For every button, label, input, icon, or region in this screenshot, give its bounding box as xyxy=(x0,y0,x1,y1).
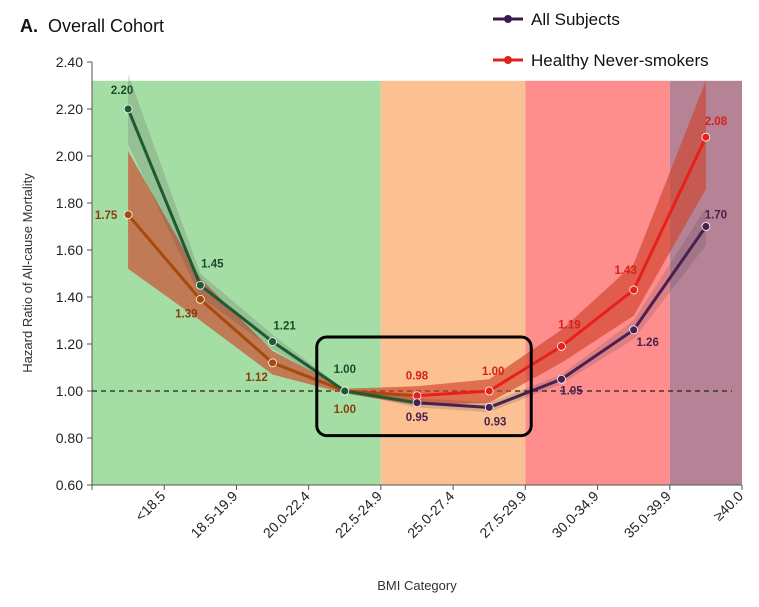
point-all-subjects-5 xyxy=(484,403,494,412)
background-band-0 xyxy=(92,80,381,486)
x-tick-label: ≥40.0 xyxy=(710,488,746,524)
data-label-all-subjects-2: 1.21 xyxy=(273,321,296,333)
x-tick-label: 20.0-22.4 xyxy=(260,488,313,541)
point-healthy-never-smokers-5 xyxy=(484,386,494,396)
point-all-subjects-4 xyxy=(412,398,422,408)
y-tick-label: 0.60 xyxy=(56,477,83,493)
point-all-subjects-6 xyxy=(557,374,566,384)
y-tick-label: 2.00 xyxy=(56,148,83,164)
data-label-all-subjects-5: 0.93 xyxy=(484,416,506,428)
x-tick-label: 25.0-27.4 xyxy=(404,488,457,541)
y-tick-label: 1.60 xyxy=(56,242,83,258)
point-healthy-never-smokers-0 xyxy=(123,210,133,220)
point-all-subjects-8 xyxy=(701,222,711,231)
legend-label-healthy-never-smokers: Healthy Never-smokers xyxy=(531,51,709,70)
legend-marker-all-subjects xyxy=(504,15,512,23)
y-tick-label: 1.20 xyxy=(56,336,83,352)
data-label-all-subjects-3: 1.00 xyxy=(334,364,356,376)
x-axis-title: BMI Category xyxy=(377,578,457,593)
series-lines xyxy=(123,104,711,412)
y-tick-label: 2.20 xyxy=(56,101,83,117)
y-tick-label: 1.80 xyxy=(56,195,83,211)
data-label-healthy-never-smokers-2: 1.12 xyxy=(245,372,267,384)
legend-marker-healthy-never-smokers xyxy=(504,56,512,64)
title-text: Overall Cohort xyxy=(48,16,164,36)
data-label-healthy-never-smokers-4: 0.98 xyxy=(406,371,429,383)
data-label-all-subjects-6: 1.05 xyxy=(560,385,583,397)
point-healthy-never-smokers-6 xyxy=(557,341,566,351)
background-bands xyxy=(92,80,742,486)
y-axis-title: Hazard Ratio of All-cause Mortality xyxy=(20,173,35,373)
point-all-subjects-7 xyxy=(629,325,639,335)
chart-title: A. Overall Cohort xyxy=(20,16,164,36)
data-label-all-subjects-1: 1.45 xyxy=(201,258,224,270)
highlight-box-rect xyxy=(315,335,533,438)
background-band-1 xyxy=(380,80,526,486)
point-healthy-never-smokers-8 xyxy=(701,132,711,142)
data-label-healthy-never-smokers-6: 1.19 xyxy=(558,319,580,331)
point-all-subjects-2 xyxy=(268,337,277,347)
point-healthy-never-smokers-7 xyxy=(629,285,639,295)
data-label-all-subjects-8: 1.70 xyxy=(705,210,727,222)
legend-label-all-subjects: All Subjects xyxy=(531,10,620,29)
data-label-healthy-never-smokers-5: 1.00 xyxy=(482,366,504,378)
y-tick-label: 1.00 xyxy=(56,383,83,399)
point-all-subjects-3 xyxy=(340,386,350,396)
x-tick-label: 18.5-19.9 xyxy=(187,488,240,541)
background-band-3 xyxy=(669,80,742,486)
y-tick-label: 2.40 xyxy=(56,54,83,70)
legend: All Subjects Healthy Never-smokers xyxy=(493,10,709,70)
highlight-box xyxy=(315,335,533,438)
data-label-healthy-never-smokers-0: 1.75 xyxy=(95,210,118,222)
data-label-healthy-never-smokers-1: 1.39 xyxy=(175,308,197,320)
point-healthy-never-smokers-1 xyxy=(195,294,205,304)
point-all-subjects-0 xyxy=(123,104,133,114)
x-tick-label: 27.5-29.9 xyxy=(476,488,529,541)
point-healthy-never-smokers-2 xyxy=(268,358,277,368)
y-tick-label: 0.80 xyxy=(56,430,83,446)
data-label-healthy-never-smokers-8: 2.08 xyxy=(705,116,728,128)
point-all-subjects-1 xyxy=(195,280,205,290)
data-label-all-subjects-7: 1.26 xyxy=(636,337,658,349)
x-tick-label: 22.5-24.9 xyxy=(332,488,385,541)
data-label-healthy-never-smokers-3: 1.00 xyxy=(334,404,356,416)
data-labels: 2.20 1.45 1.21 1.00 0.95 0.93 1.05 1.26 1.70 1.75… xyxy=(95,85,728,428)
x-tick-label: <18.5 xyxy=(132,488,169,525)
background-band-2 xyxy=(525,80,670,486)
x-tick-label: 30.0-34.9 xyxy=(549,488,602,541)
x-tick-label: 35.0-39.9 xyxy=(621,488,674,541)
data-label-all-subjects-4: 0.95 xyxy=(406,412,429,424)
data-label-all-subjects-0: 2.20 xyxy=(111,85,133,97)
y-tick-label: 1.40 xyxy=(56,289,83,305)
title-prefix: A. xyxy=(20,16,38,36)
data-label-healthy-never-smokers-7: 1.43 xyxy=(614,265,636,277)
